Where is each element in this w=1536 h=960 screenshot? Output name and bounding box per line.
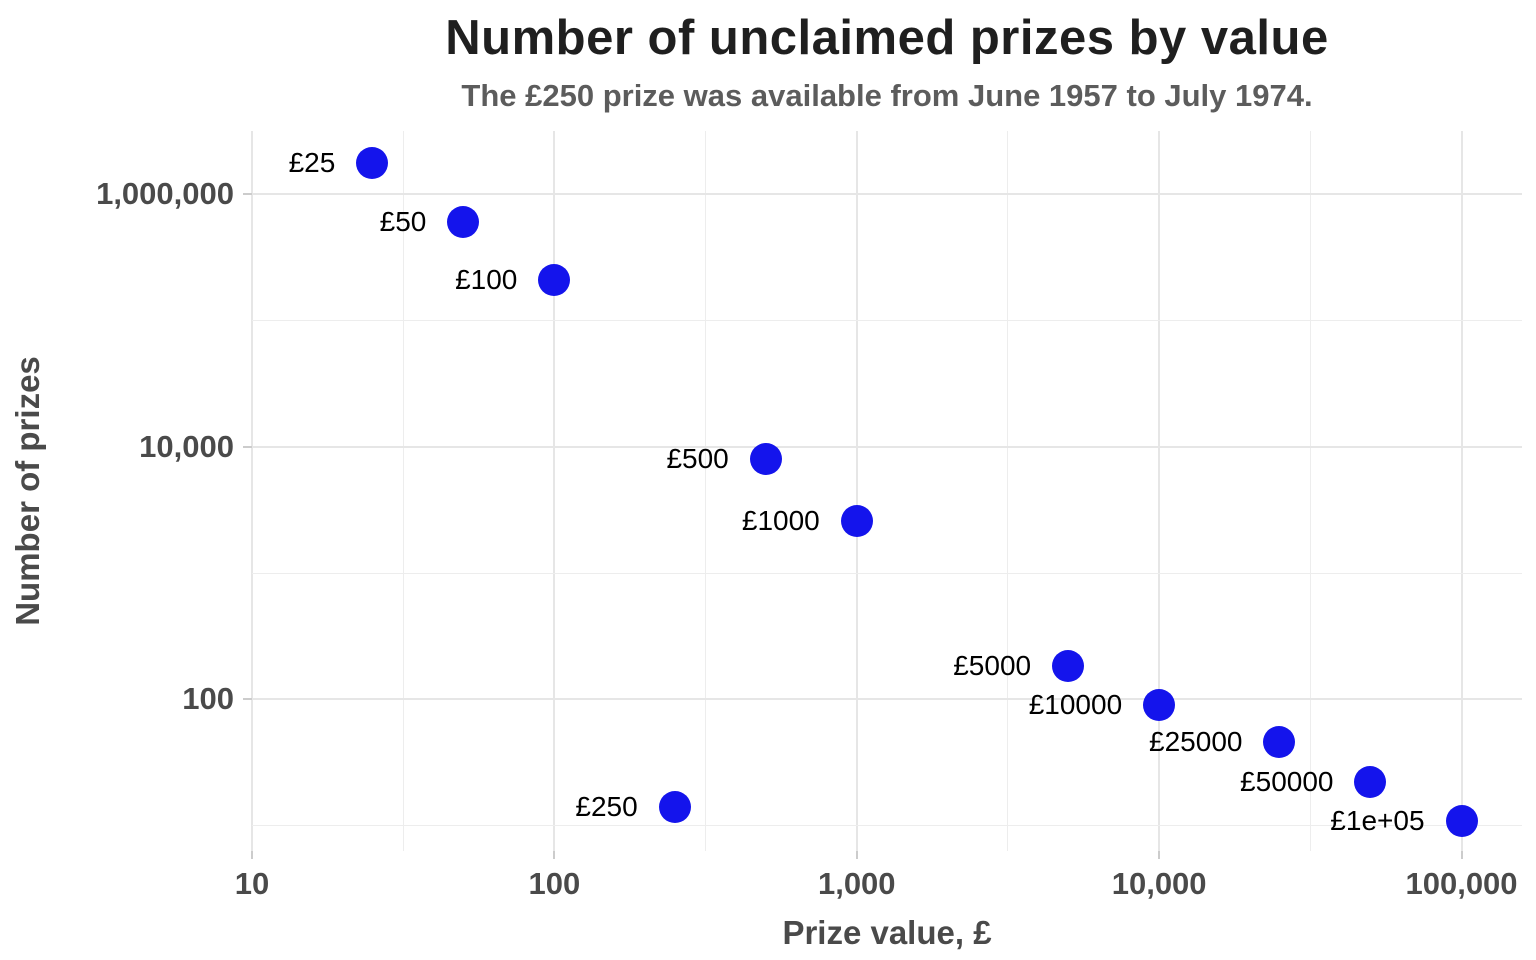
y-gridline [252,445,1522,448]
y-minor-gridline [252,572,1522,574]
data-point [1445,804,1478,837]
y-gridline [252,193,1522,196]
x-tick-label: 100,000 [1405,866,1518,901]
x-tick-label: 100 [528,866,581,901]
point-label: £5000 [953,649,1032,681]
point-label: £25000 [1149,726,1243,758]
x-tick-label: 1,000 [817,866,896,901]
x-gridline [855,131,858,851]
data-point [1354,766,1387,799]
point-label: £50000 [1240,766,1334,798]
data-point [658,791,691,824]
point-label: £250 [575,791,638,823]
y-tick-label: 10,000 [139,428,234,464]
x-tick [855,851,858,859]
x-tick [1158,851,1161,859]
data-point [1143,688,1176,721]
point-label: £1e+05 [1330,804,1425,836]
x-gridline [251,131,253,851]
y-minor-gridline [252,825,1522,827]
data-point [840,504,873,537]
data-point [1052,649,1085,682]
point-label: £500 [666,443,729,475]
x-minor-gridline [402,131,404,851]
y-tick [243,445,252,448]
data-point [447,206,480,239]
point-label: £25 [288,147,336,179]
x-axis-title: Prize value, £ [782,914,992,951]
y-gridline [252,698,1522,701]
x-gridline [553,131,556,851]
y-tick [243,698,252,701]
x-tick [1460,851,1463,859]
y-tick [243,193,252,196]
point-label: £50 [379,206,427,238]
x-minor-gridline [705,131,707,851]
data-point [1263,726,1296,759]
x-gridline [1158,131,1161,851]
y-axis-title: Number of prizes [9,356,46,626]
chart-subtitle: The £250 prize was available from June 1… [461,78,1313,113]
chart-title: Number of unclaimed prizes by value [445,11,1329,65]
x-tick-label: 10,000 [1111,866,1207,901]
y-minor-gridline [252,319,1522,321]
x-tick [251,851,253,859]
x-tick [553,851,556,859]
y-tick-label: 100 [182,681,234,717]
x-minor-gridline [1007,131,1009,851]
point-label: £1000 [741,504,820,536]
x-tick-label: 10 [234,866,270,901]
x-minor-gridline [1309,131,1311,851]
data-point [356,147,389,180]
data-point [538,263,571,296]
data-point [749,443,782,476]
point-label: £100 [455,263,518,295]
y-tick-label: 1,000,000 [96,176,234,212]
point-label: £10000 [1028,688,1123,720]
x-gridline [1460,131,1463,851]
